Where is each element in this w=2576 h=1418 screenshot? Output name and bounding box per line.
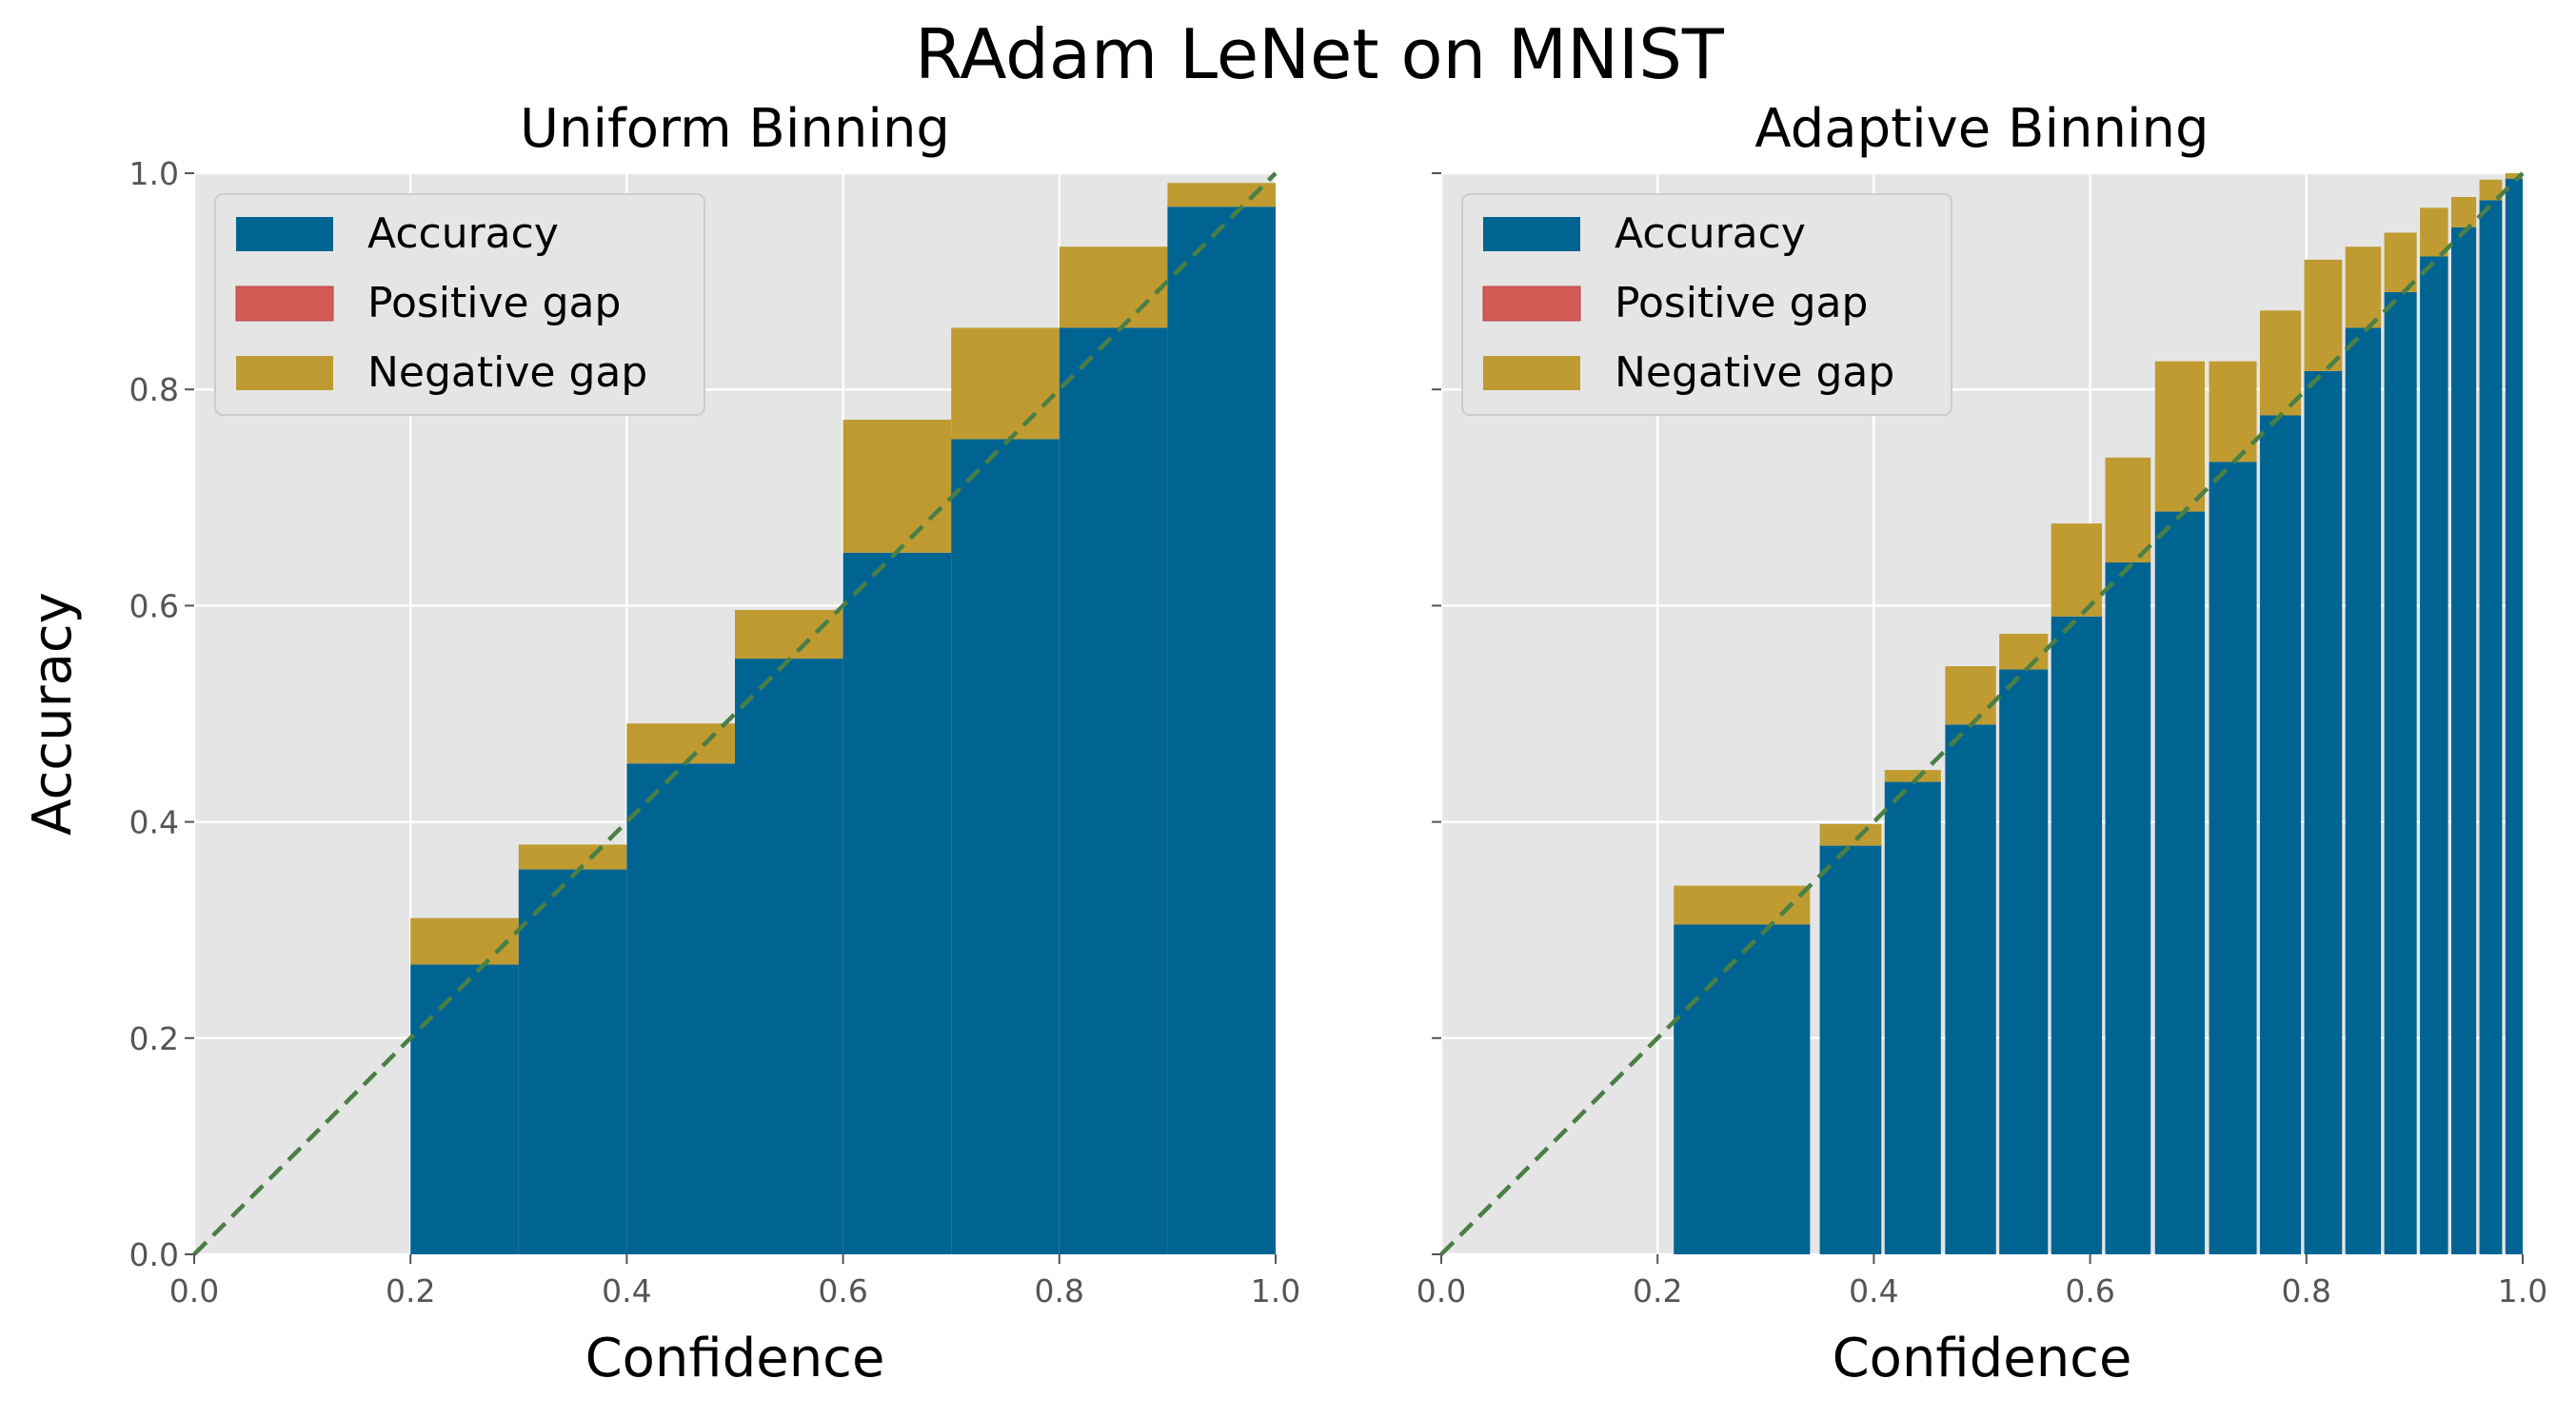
y-tick-label: 0.8 xyxy=(129,371,179,408)
panel-title: Uniform Binning xyxy=(520,98,950,160)
legend-label-accuracy: Accuracy xyxy=(1615,209,1806,258)
negative-gap-bar xyxy=(2304,259,2343,371)
figure-suptitle: RAdam LeNet on MNIST xyxy=(915,14,1725,94)
accuracy-bar xyxy=(951,439,1060,1254)
negative-gap-bar xyxy=(2451,196,2477,227)
perfect-calibration-line xyxy=(192,171,1278,1256)
legend-swatch-accuracy xyxy=(236,217,333,251)
x-tick-label: 0.4 xyxy=(602,1272,651,1310)
negative-gap-bar xyxy=(2154,361,2206,512)
x-tick-label: 0.6 xyxy=(818,1272,867,1310)
accuracy-bar xyxy=(1674,924,1811,1254)
x-tick-label: 1.0 xyxy=(2498,1272,2547,1310)
accuracy-bar xyxy=(2420,256,2448,1255)
accuracy-bar xyxy=(2451,226,2477,1254)
negative-gap-bar xyxy=(2209,361,2257,463)
x-tick-label: 0.2 xyxy=(386,1272,435,1310)
negative-gap-bar xyxy=(735,609,843,660)
accuracy-bar xyxy=(410,964,519,1254)
y-tick-label: 1.0 xyxy=(129,155,179,192)
negative-gap-bar xyxy=(1999,633,2049,670)
accuracy-bar xyxy=(2384,291,2417,1255)
uniform-binning-panel: 0.0 0.2 0.4 0.6 0.8 1.0 0.0 0.2 0.4 0.6 0.8 1.0 Unif… xyxy=(22,98,1300,1389)
x-tick-label: 0.6 xyxy=(2065,1272,2114,1310)
negative-gap-bar xyxy=(2259,310,2302,416)
accuracy-bar xyxy=(2209,462,2257,1254)
negative-gap-bar xyxy=(2345,246,2382,328)
negative-gap-bar xyxy=(1059,246,1168,328)
x-axis-label: Confidence xyxy=(1833,1328,2132,1389)
x-tick-label: 0.8 xyxy=(1035,1272,1084,1310)
legend-label-positive-gap: Positive gap xyxy=(1615,279,1868,327)
legend-swatch-positive-gap xyxy=(235,286,334,322)
accuracy-bar xyxy=(1059,327,1168,1254)
accuracy-bar xyxy=(626,763,735,1254)
accuracy-bar xyxy=(735,659,843,1254)
accuracy-bar xyxy=(2259,415,2302,1254)
accuracy-bar xyxy=(2479,200,2503,1254)
negative-gap-bar xyxy=(2105,457,2151,562)
accuracy-bar xyxy=(518,869,627,1254)
accuracy-bar xyxy=(1884,781,1941,1254)
y-tick-label: 0.0 xyxy=(129,1236,179,1273)
adaptive-binning-panel: 0.0 0.2 0.4 0.6 0.8 1.0 Adaptive Binning Confid… xyxy=(1417,98,2547,1389)
legend-label-accuracy: Accuracy xyxy=(367,209,559,258)
legend-label-negative-gap: Negative gap xyxy=(367,348,647,397)
accuracy-bar xyxy=(2304,370,2343,1254)
negative-gap-bar xyxy=(2479,179,2503,201)
negative-gap-bar xyxy=(951,327,1060,440)
x-tick-label: 0.8 xyxy=(2282,1272,2331,1310)
accuracy-bar xyxy=(2051,616,2103,1254)
x-tick-label: 1.0 xyxy=(1251,1272,1300,1310)
x-axis-label: Confidence xyxy=(585,1328,885,1389)
accuracy-bar xyxy=(2345,327,2382,1254)
legend-box xyxy=(214,193,705,416)
legend-swatch-negative-gap xyxy=(236,356,333,390)
x-tick-label: 0.0 xyxy=(1417,1272,1466,1310)
accuracy-bar xyxy=(2105,561,2151,1254)
negative-gap-bar xyxy=(518,844,627,870)
x-tick-label: 0.0 xyxy=(169,1272,219,1310)
negative-gap-bar xyxy=(2505,173,2523,179)
accuracy-bar xyxy=(1945,724,1996,1254)
accuracy-bar xyxy=(2154,511,2206,1254)
legend-swatch-positive-gap xyxy=(1482,286,1581,322)
negative-gap-bar xyxy=(1819,823,1882,846)
y-tick-label: 0.2 xyxy=(129,1020,179,1057)
legend-swatch-accuracy xyxy=(1483,217,1580,251)
negative-gap-bar xyxy=(1674,885,1811,925)
x-tick-label: 0.4 xyxy=(1849,1272,1898,1310)
negative-gap-bar xyxy=(410,917,519,965)
negative-gap-bar xyxy=(1884,770,1941,782)
negative-gap-bar xyxy=(1945,666,1996,725)
panel-title: Adaptive Binning xyxy=(1754,98,2209,160)
negative-gap-bar xyxy=(626,723,735,764)
legend-swatch-negative-gap xyxy=(1483,356,1580,390)
legend-box xyxy=(1461,193,1952,416)
accuracy-bar xyxy=(1167,207,1276,1254)
accuracy-bar xyxy=(1999,669,2049,1254)
negative-gap-bar xyxy=(1167,183,1276,207)
y-tick-label: 0.6 xyxy=(129,587,179,624)
legend: Accuracy Positive gap Negative gap xyxy=(214,193,705,416)
negative-gap-bar xyxy=(842,420,952,553)
legend: Accuracy Positive gap Negative gap xyxy=(1461,193,1952,416)
accuracy-bar xyxy=(842,552,952,1254)
y-axis-label: Accuracy xyxy=(22,592,84,836)
legend-label-positive-gap: Positive gap xyxy=(367,279,621,327)
x-tick-label: 0.2 xyxy=(1633,1272,1682,1310)
legend-label-negative-gap: Negative gap xyxy=(1615,348,1894,397)
y-tick-label: 0.4 xyxy=(129,804,179,841)
negative-gap-bar xyxy=(2420,207,2448,257)
accuracy-bar xyxy=(1819,845,1882,1254)
accuracy-bar xyxy=(2505,178,2523,1255)
perfect-calibration-line xyxy=(1439,171,2525,1256)
